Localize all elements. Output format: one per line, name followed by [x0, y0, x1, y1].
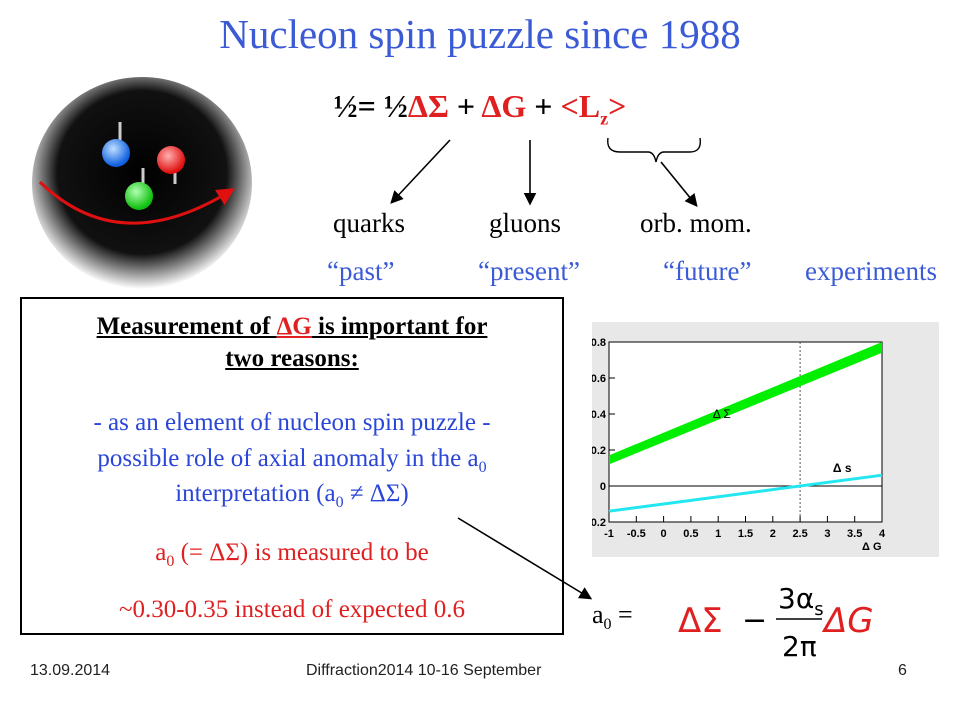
formula-half: ½ [383, 88, 408, 124]
series-delta-s-line [608, 473, 883, 513]
x-tick-label: 2.5 [792, 528, 807, 540]
box-line-5: ~0.30-0.35 instead of expected 0.6 [118, 596, 466, 623]
label-past: “past” [327, 256, 395, 286]
series-label-delta-s: Δ s [833, 461, 852, 475]
y-tick-label: -0.2 [592, 517, 606, 529]
spin-sum-formula: ½= ½ΔΣ + ΔG + <Lz> [0, 88, 960, 129]
arrows [390, 137, 701, 207]
y-tick-label: 0.6 [592, 373, 606, 385]
formula-plus-2: + [534, 88, 553, 124]
x-tick-label: 1 [715, 528, 721, 540]
x-tick-label: 3 [824, 528, 830, 540]
measurement-box: Measurement of ΔG is important for two r… [20, 297, 564, 635]
x-tick-label: 0 [661, 528, 667, 540]
box-line-4: a0 (= ΔΣ) is measured to be [155, 539, 429, 570]
x-tick-label: 2 [770, 528, 776, 540]
a0-label: a0 = [592, 600, 633, 634]
label-quarks: quarks [333, 208, 405, 238]
y-tick-label: 0.8 [592, 337, 606, 349]
y-tick-label: 0.4 [592, 409, 607, 421]
box-line-1: - as an element of nucleon spin puzzle - [93, 409, 491, 436]
label-gluons: gluons [489, 208, 562, 238]
a0-equation: ΔΣ − 3αs 2π ΔG [678, 582, 872, 663]
y-tick-label: 0.2 [592, 445, 606, 457]
box-heading: Measurement of ΔG is important for [96, 313, 488, 340]
formula-dsigma: ΔΣ [407, 88, 449, 124]
formula-plus-1: + [456, 88, 476, 124]
formula-lhs: ½= [333, 88, 376, 124]
delta-chart: -0.2 0 0.2 0.4 0.6 0.8 -1 -0.5 0 0.5 1 1.5 2 2.5 3 3.5 4… [592, 337, 886, 553]
x-tick-label: 3.5 [847, 528, 862, 540]
formula-dg: ΔG [481, 88, 527, 124]
eq-minus: − [742, 603, 767, 638]
footer-event: Diffraction2014 10-16 September [306, 662, 542, 679]
x-tick-label: 1.5 [738, 528, 753, 540]
label-present: “present” [478, 256, 580, 286]
footer-page: 6 [898, 662, 907, 679]
box-line-3: interpretation (a0 ≠ ΔΣ) [175, 480, 409, 511]
series-label-delta-sigma: Δ Σ [713, 407, 731, 421]
slide-title: Nucleon spin puzzle since 1988 [219, 11, 741, 57]
y-tick-label: 0 [600, 481, 606, 493]
eq-dg: ΔG [821, 601, 872, 641]
eq-dsigma: ΔΣ [678, 601, 723, 641]
nucleon-icon [32, 77, 252, 289]
x-tick-label: 4 [879, 528, 886, 540]
x-tick-label: -0.5 [627, 528, 646, 540]
label-future: “future” [663, 256, 752, 286]
eq-den: 2π [782, 630, 817, 663]
label-experiments: experiments [805, 256, 937, 286]
x-axis-label: Δ G [862, 541, 882, 553]
series-delta-sigma-band [609, 342, 882, 465]
footer-date: 13.09.2014 [30, 662, 111, 679]
box-heading-line2: two reasons: [225, 345, 359, 372]
eq-num: 3αs [778, 582, 824, 620]
formula-lz: <Lz> [560, 88, 627, 129]
x-tick-label: 0.5 [683, 528, 698, 540]
x-tick-label: -1 [604, 528, 614, 540]
label-orb-mom: orb. mom. [640, 208, 752, 238]
box-line-2: possible role of axial anomaly in the a0 [97, 445, 487, 476]
